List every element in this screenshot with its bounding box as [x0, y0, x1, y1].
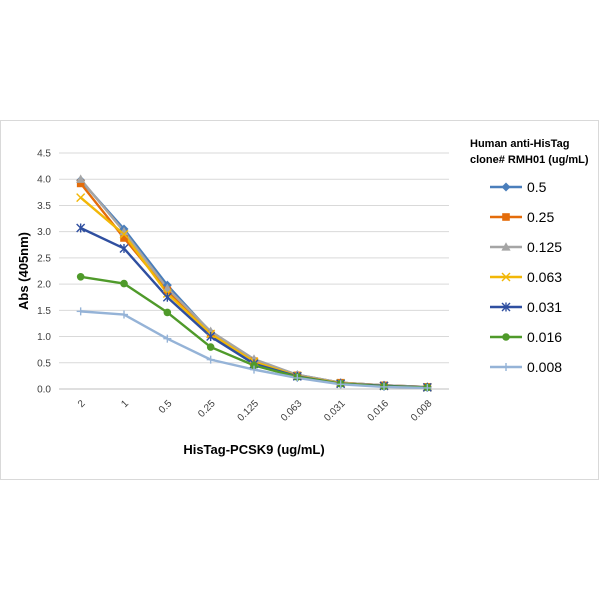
y-tick-label: 4.0 [37, 175, 51, 186]
y-tick-label: 0.5 [37, 358, 51, 369]
y-tick-label: 1.5 [37, 306, 51, 317]
x-tick-label: 0.031 [322, 398, 348, 424]
y-tick-label: 3.5 [37, 201, 51, 212]
x-tick-label: 0.016 [366, 398, 392, 424]
legend-label-0.016: 0.016 [527, 329, 562, 345]
data-point-0.008 [76, 307, 85, 316]
legend-marker-0.031 [501, 302, 511, 312]
data-point-0.031 [206, 332, 216, 342]
data-point-0.016 [76, 272, 85, 281]
y-tick-label: 2.5 [37, 253, 51, 264]
data-point-0.008 [423, 383, 432, 392]
y-axis-title: Abs (405nm) [16, 232, 31, 310]
data-point-0.016 [206, 343, 215, 351]
data-point-0.008 [336, 380, 345, 389]
data-point-0.016 [163, 308, 172, 317]
data-point-0.063 [119, 229, 129, 239]
legend-label-0.25: 0.25 [527, 209, 554, 225]
legend-title: Human anti-HisTag [470, 138, 569, 150]
data-point-0.125 [162, 283, 172, 292]
x-tick-label: 0.125 [236, 398, 262, 424]
data-point-0.063 [76, 193, 86, 203]
y-tick-label: 4.5 [37, 149, 51, 160]
legend-label-0.5: 0.5 [527, 179, 547, 195]
x-tick-label: 2 [76, 398, 88, 410]
legend-marker-0.063 [501, 272, 511, 282]
line-chart: 0.0 0.5 1.0 1.5 2.0 2.5 3.0 3.5 4.0 4.5 2 1 0.5 0.25 0… [16, 138, 589, 457]
y-tick-label: 3.0 [37, 227, 51, 238]
data-point-0.008 [206, 355, 215, 364]
data-point-0.125 [119, 226, 129, 236]
data-point-0.008 [380, 382, 388, 391]
y-tick-label: 1.0 [37, 332, 51, 343]
legend-label-0.063: 0.063 [527, 269, 562, 285]
y-tick-label: 2.0 [37, 280, 51, 291]
x-tick-label: 0.063 [279, 398, 305, 424]
data-point-0.016 [250, 361, 258, 370]
data-point-0.008 [163, 334, 172, 343]
data-point-0.25 [120, 234, 128, 242]
y-tick-label: 0.0 [37, 385, 51, 396]
x-axis-title: HisTag-PCSK9 (ug/mL) [183, 442, 324, 457]
legend-label-0.125: 0.125 [527, 239, 562, 255]
legend-label-0.031: 0.031 [527, 299, 562, 315]
data-point-0.031 [119, 243, 129, 253]
data-point-0.008 [250, 365, 258, 374]
legend-marker-0.008 [502, 363, 510, 371]
legend-marker-0.125 [501, 242, 511, 251]
x-tick-label: 0.25 [196, 398, 218, 420]
data-point-0.125 [76, 174, 86, 183]
data-point-0.25 [76, 179, 85, 188]
x-tick-label: 0.5 [157, 398, 175, 416]
legend-marker-0.25 [502, 213, 510, 221]
data-point-0.008 [120, 310, 128, 319]
legend-title: clone# RMH01 (ug/mL) [470, 154, 589, 166]
legend-marker-0.5 [501, 182, 511, 192]
series-line-0.008 [80, 310, 428, 390]
legend-label-0.008: 0.008 [527, 359, 562, 375]
legend-marker-0.016 [502, 333, 510, 341]
chart-frame: 0.0 0.5 1.0 1.5 2.0 2.5 3.0 3.5 4.0 4.5 2 1 0.5 0.25 0… [0, 120, 599, 480]
data-point-0.008 [293, 373, 302, 382]
x-tick-label: 1 [119, 398, 131, 410]
data-point-0.031 [76, 223, 86, 233]
data-point-0.125 [206, 326, 216, 335]
x-tick-label: 0.008 [409, 398, 435, 424]
data-point-0.031 [162, 292, 172, 302]
data-point-0.016 [120, 279, 128, 288]
